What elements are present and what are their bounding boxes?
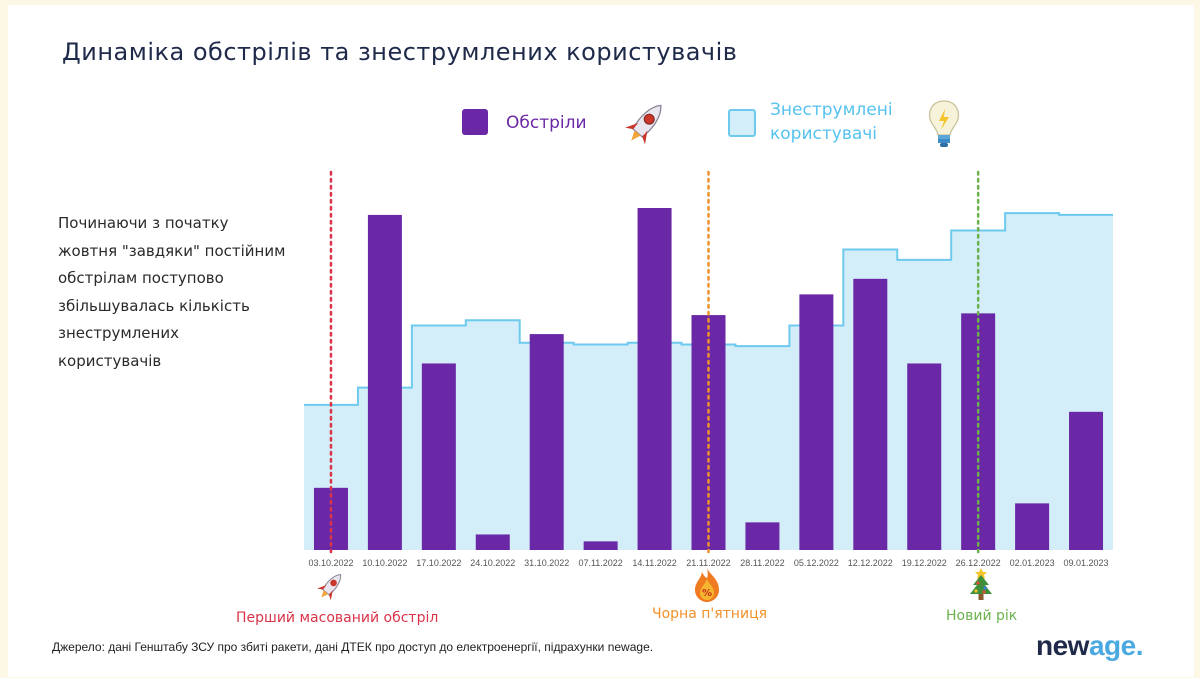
logo-dot: . (1135, 630, 1144, 661)
svg-text:%: % (702, 588, 712, 599)
x-tick-label: 05.12.2022 (794, 558, 839, 568)
page-title: Динаміка обстрілів та знеструмлених кори… (62, 38, 738, 66)
bar-attacks-28.11.2022 (745, 522, 780, 550)
bar-attacks-14.11.2022 (637, 208, 672, 550)
bar-attacks-07.11.2022 (583, 541, 618, 550)
x-tick-label: 24.10.2022 (470, 558, 515, 568)
x-tick-label: 03.10.2022 (308, 558, 353, 568)
note-line: обстрілам поступово (58, 269, 224, 287)
bar-attacks-24.10.2022 (475, 534, 510, 550)
event-label-new-year: Новий рік (946, 608, 1018, 624)
x-tick-label: 07.11.2022 (578, 558, 622, 568)
legend-swatch-outages (728, 109, 756, 137)
x-tick-label: 19.12.2022 (902, 558, 947, 568)
legend-swatch-attacks (462, 109, 488, 135)
x-tick-label: 31.10.2022 (524, 558, 569, 568)
logo-part-new: new (1036, 630, 1089, 661)
brand-logo: newage. (1036, 630, 1144, 662)
x-tick-label: 14.11.2022 (632, 558, 676, 568)
x-tick-label: 17.10.2022 (416, 558, 461, 568)
x-tick-label: 28.11.2022 (740, 558, 784, 568)
bar-attacks-02.01.2023 (1015, 503, 1050, 550)
legend-label-attacks: Обстріли (506, 113, 587, 133)
fire-discount-icon: % (695, 568, 719, 602)
note-line: збільшувалась кількість (58, 296, 250, 315)
x-tick-label: 09.01.2023 (1064, 558, 1109, 568)
chart-note: Починаючи з початку жовтня "завдяки" пос… (58, 210, 308, 375)
christmas-tree-icon (970, 568, 992, 600)
bar-attacks-19.12.2022 (907, 363, 942, 550)
source-note: Джерело: дані Генштабу ЗСУ про збиті рак… (52, 640, 654, 654)
legend-label-outages-line1: Знеструмлені (770, 100, 893, 120)
x-tick-label: 21.11.2022 (686, 558, 730, 568)
note-line: жовтня "завдяки" постійним (58, 241, 286, 260)
bar-attacks-31.10.2022 (529, 334, 564, 550)
note-line: користувачів (58, 351, 162, 370)
event-rocket-icon (317, 573, 342, 601)
x-tick-label: 12.12.2022 (848, 558, 893, 568)
bar-attacks-10.10.2022 (367, 214, 402, 550)
note-line: Починаючи з початку (58, 214, 229, 232)
x-tick-label: 10.10.2022 (362, 558, 407, 568)
x-tick-label: 02.01.2023 (1010, 558, 1055, 568)
note-line: знеструмлених (58, 324, 179, 342)
legend-label-outages-line2: користувачі (770, 124, 878, 144)
event-label-black-friday: Чорна п'ятниця (652, 606, 768, 622)
bar-attacks-12.12.2022 (853, 278, 888, 550)
lightbulb-icon (928, 100, 960, 147)
bar-attacks-17.10.2022 (421, 363, 456, 550)
logo-part-age: age (1088, 630, 1136, 661)
event-label-first-attack: Перший масований обстріл (236, 610, 439, 626)
legend-label-outages: Знеструмлені користувачі (770, 98, 893, 146)
bar-attacks-09.01.2023 (1069, 411, 1104, 550)
rocket-icon (625, 104, 662, 145)
bar-attacks-05.12.2022 (799, 294, 834, 550)
x-tick-label: 26.12.2022 (956, 558, 1001, 568)
